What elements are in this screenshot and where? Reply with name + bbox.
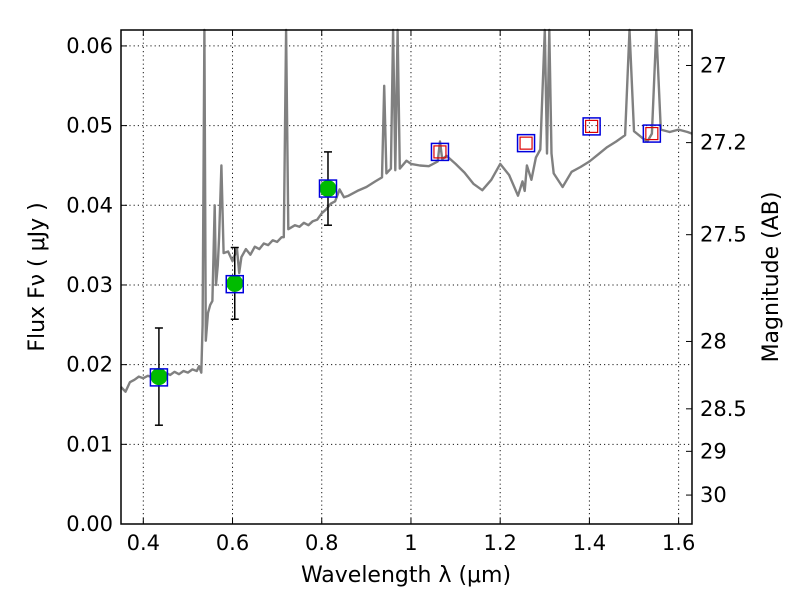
right-axis-ticks: 27 27.2 27.5 28 28.5 29 30 (686, 53, 747, 507)
observed-point (226, 274, 244, 292)
x-tick-label: 0.4 (127, 531, 160, 555)
y-tick-label: 0.05 (66, 114, 113, 138)
model-photometry-box (430, 142, 450, 162)
right-tick-label: 30 (700, 483, 727, 507)
x-tick-label: 1.2 (483, 531, 516, 555)
y-tick-label: 0.02 (66, 353, 113, 377)
x-tick-label: 0.8 (305, 531, 338, 555)
grid (121, 30, 692, 525)
y-tick-label: 0.04 (66, 193, 113, 217)
upper-limit-box (519, 136, 533, 150)
x-axis-ticks: 0.4 0.6 0.8 1 1.2 1.4 1.6 (127, 30, 695, 555)
right-tick-label: 29 (700, 439, 727, 463)
observed-points (150, 180, 337, 386)
model-photometry-box (318, 179, 338, 198)
model-photometry-boxes (149, 117, 662, 387)
upper-limit-box (585, 119, 599, 134)
y-tick-label: 0.01 (66, 432, 113, 456)
x-tick-label: 0.6 (216, 531, 249, 555)
model-photometry-box (516, 133, 536, 153)
y-tick-label: 0.03 (66, 273, 113, 297)
model-spectrum (120, 28, 693, 393)
model-photometry-box (149, 368, 169, 387)
model-spectrum-line (120, 28, 693, 393)
x-tick-label: 1 (404, 531, 417, 555)
x-axis-label: Wavelength λ (μm) (301, 563, 511, 588)
upper-limit-box (433, 145, 447, 159)
right-axis-label: Magnitude (AB) (759, 192, 784, 363)
model-photometry-box (225, 274, 245, 294)
right-tick-label: 28 (700, 329, 727, 353)
observed-point (319, 180, 337, 198)
y-axis-ticks: 0.00 0.01 0.02 0.03 0.04 0.05 0.06 (66, 34, 127, 536)
y-tick-label: 0.06 (66, 34, 113, 58)
x-tick-label: 1.4 (573, 531, 606, 555)
upper-limit-boxes (433, 119, 659, 159)
observed-point (150, 368, 168, 386)
y-tick-label: 0.00 (66, 512, 113, 536)
model-photometry-box (582, 117, 601, 136)
x-tick-label: 1.6 (662, 531, 695, 555)
right-tick-label: 27 (700, 53, 727, 77)
model-photometry-box (642, 124, 662, 143)
right-tick-label: 28.5 (700, 397, 747, 421)
right-tick-label: 27.2 (700, 131, 747, 155)
plot-frame (120, 29, 693, 525)
y-axis-label: Flux Fν ( μJy ) (25, 202, 50, 351)
upper-limit-box (645, 126, 659, 141)
right-tick-label: 27.5 (700, 223, 747, 247)
